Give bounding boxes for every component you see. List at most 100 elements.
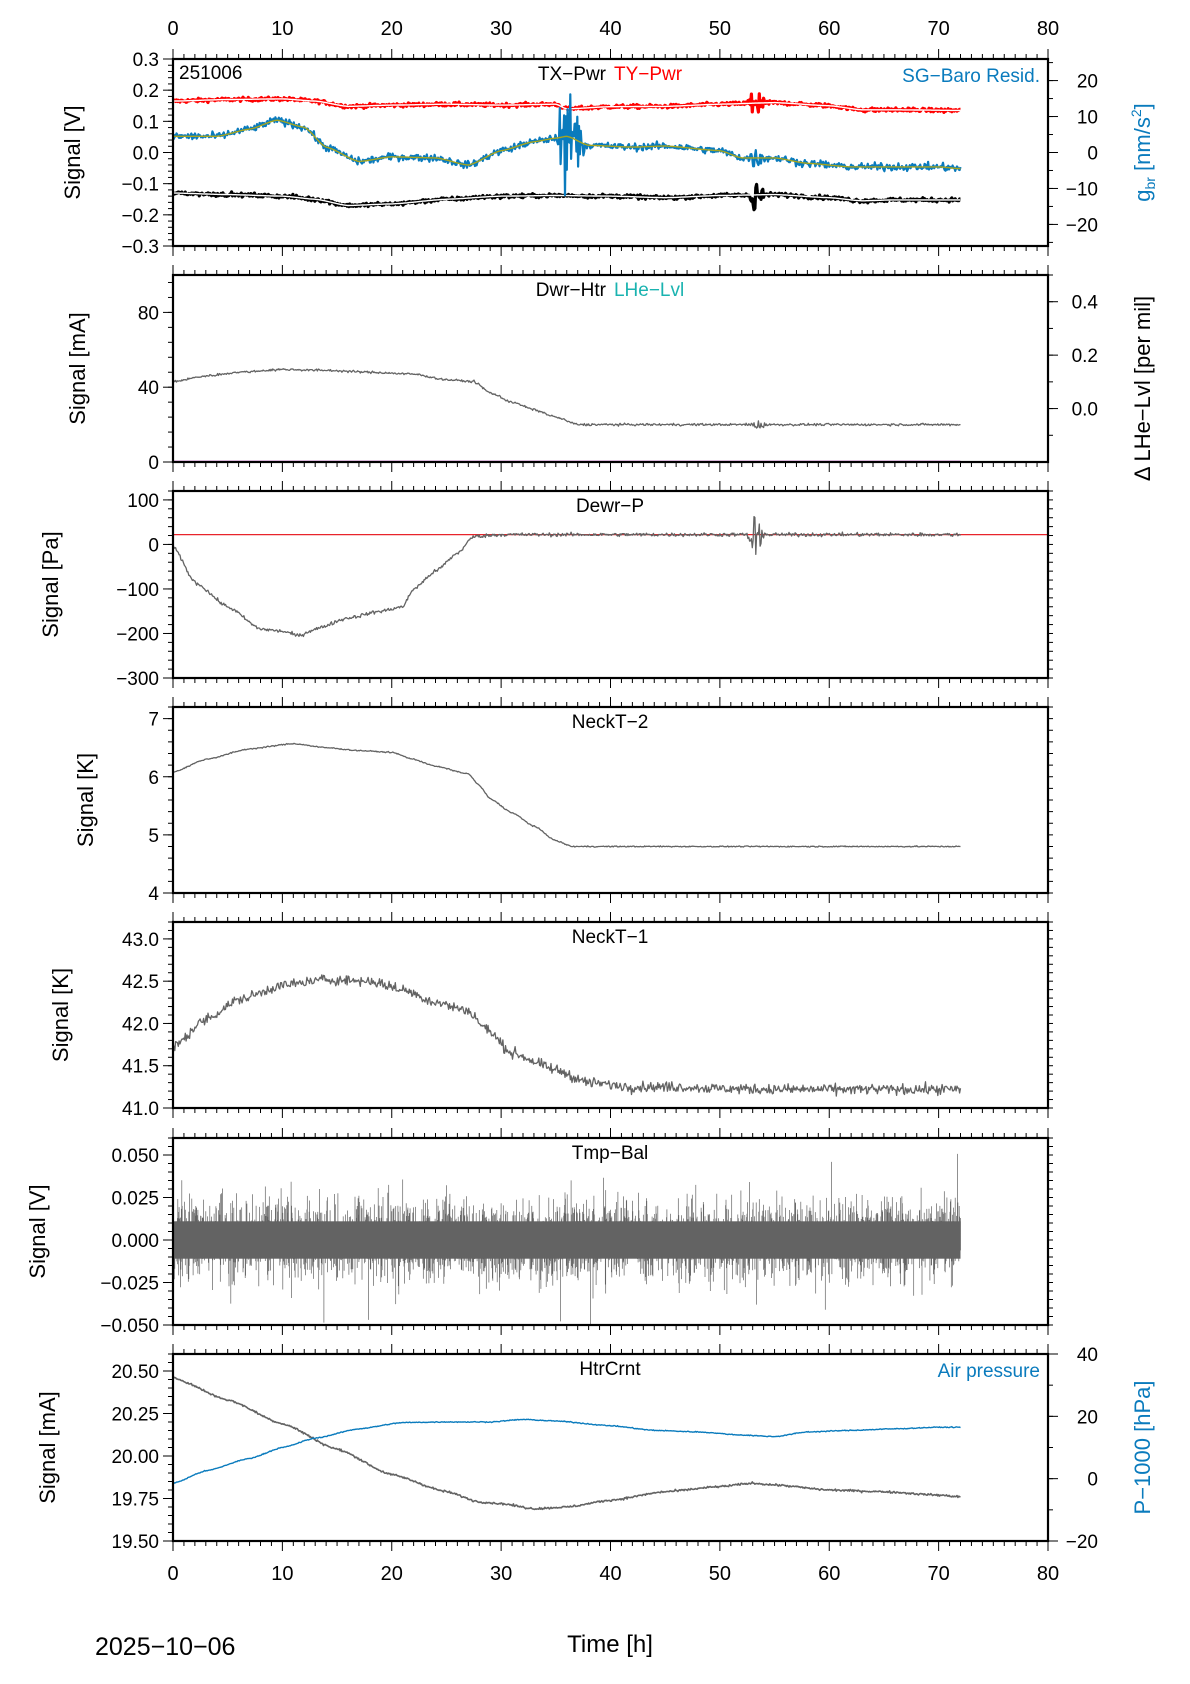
y-tick-label: 42.0 [122, 1014, 159, 1035]
plot-area [173, 742, 961, 848]
y-tick-label: 40 [138, 378, 159, 399]
series-air-pressure [173, 1418, 961, 1485]
y-tick-label: 41.0 [122, 1099, 159, 1120]
y-axis-label-right: P−1000 [hPa] [1130, 1381, 1155, 1515]
panel-p2: 80 40 0 Signal [mA] 0.4 0.2 0.0 Δ LHe−Lvl [per … [65, 265, 1155, 481]
panel-frame [171, 273, 1050, 464]
x-tick-label-top: 20 [381, 18, 403, 40]
y-tick-label: 41.5 [122, 1057, 159, 1078]
y-tick-label: 0.000 [111, 1231, 159, 1252]
x-tick-label-top: 40 [599, 18, 621, 40]
y-tick-label-right: −10 [1066, 179, 1098, 200]
panel-frame [171, 705, 1050, 895]
panel-frame [171, 1352, 1050, 1543]
legend-label: SG−Baro Resid. [902, 66, 1040, 87]
y-axis-label: Signal [mA] [65, 312, 90, 425]
y-tick-label-right: 10 [1077, 108, 1098, 129]
y-axis-label: Signal [K] [48, 968, 73, 1062]
series-sg-baro-resid--smoothed [173, 119, 961, 170]
panel-title: TX−Pwr TY−Pwr [538, 64, 683, 85]
panel-title-part: HtrCrnt [579, 1359, 641, 1380]
y-tick-label: 0.1 [133, 112, 159, 133]
y-tick-label-right: 0.0 [1072, 400, 1098, 421]
plot-area [173, 1153, 961, 1325]
top-x-axis: 0 10 20 30 40 50 60 70 80 [167, 18, 1059, 40]
y-tick-label: −0.3 [121, 237, 159, 258]
y-tick-label: 42.5 [122, 972, 159, 993]
y-axis-label: Signal [V] [60, 105, 85, 199]
series-neckt-1 [173, 974, 962, 1097]
y-tick-label-right: 20 [1077, 1407, 1098, 1428]
x-tick-label-bottom: 80 [1037, 1563, 1059, 1585]
x-axis-title: Time [h] [567, 1631, 653, 1658]
y-tick-label: 19.50 [111, 1532, 159, 1553]
x-tick-label-bottom: 60 [818, 1563, 840, 1585]
y-tick-label-right: 40 [1077, 1345, 1098, 1366]
y-axis-label: Signal [K] [73, 753, 98, 847]
series-neckt-2 [173, 742, 961, 848]
y-tick-label-right: 0.2 [1072, 346, 1098, 367]
panel-title-part: LHe−Lvl [614, 280, 684, 301]
panel-p4: 7 6 5 4 Signal [K] NeckT−2 [73, 697, 1053, 905]
panel-title: HtrCrnt [579, 1359, 641, 1380]
y-tick-label-right: 0 [1087, 144, 1098, 165]
x-tick-label-bottom: 20 [381, 1563, 403, 1585]
panels: 0.3 0.2 0.1 0.0 −0.1 −0.2 −0.3 Signal [V] 20 10 0 −… [25, 49, 1158, 1553]
series-dwr-htr [173, 368, 961, 429]
x-tick-label-top: 0 [167, 18, 178, 40]
y-tick-label: 0.3 [133, 50, 159, 71]
panel-title: Dwr−Htr LHe−Lvl [536, 280, 684, 301]
y-tick-label-right: 0.4 [1072, 293, 1099, 314]
panel-title-part: NeckT−1 [572, 927, 649, 948]
panel-frame [171, 57, 1050, 248]
panel-p5: 43.0 42.5 42.0 41.5 41.0 Signal [K] NeckT−1 [48, 912, 1053, 1120]
y-tick-label-right: −20 [1066, 215, 1098, 236]
y-tick-label-right: 20 [1077, 72, 1098, 93]
y-tick-label: 6 [148, 768, 159, 789]
panel-title: Dewr−P [576, 496, 644, 517]
panel-p7: 20.50 20.25 20.00 19.75 19.50 Signal [mA] 40 20… [35, 1344, 1155, 1553]
panel-title: Tmp−Bal [572, 1143, 649, 1164]
x-tick-label-top: 70 [928, 18, 950, 40]
y-tick-label: 80 [138, 303, 159, 324]
panel-title: NeckT−1 [572, 927, 649, 948]
x-tick-label-bottom: 40 [599, 1563, 621, 1585]
x-tick-label-top: 10 [271, 18, 293, 40]
x-tick-label-top: 30 [490, 18, 512, 40]
y-tick-label: 7 [148, 710, 159, 731]
plot-area [173, 1376, 961, 1511]
y-tick-label: −200 [116, 624, 159, 645]
y-axis-label: Signal [V] [25, 1184, 50, 1278]
y-tick-label: 0.2 [133, 81, 159, 102]
y-tick-label: 0.0 [133, 144, 159, 165]
panel-title-part: Dwr−Htr [536, 280, 607, 301]
y-tick-label: 5 [148, 826, 159, 847]
x-tick-label-bottom: 30 [490, 1563, 512, 1585]
y-tick-label: 20.50 [111, 1362, 159, 1383]
x-tick-label-top: 80 [1037, 18, 1059, 40]
y-tick-label: 20.25 [111, 1405, 159, 1426]
panel-title-part: Dewr−P [576, 496, 644, 517]
panel-frame [171, 489, 1050, 680]
date-label: 2025−10−06 [95, 1633, 235, 1661]
y-tick-label: −0.025 [100, 1274, 159, 1295]
y-axis-label-right: gbr [nm/s2] [1128, 103, 1158, 202]
panel-p1: 0.3 0.2 0.1 0.0 −0.1 −0.2 −0.3 Signal [V] 20 10 0 −… [60, 49, 1158, 258]
y-tick-label: 43.0 [122, 930, 159, 951]
panel-title-part: Tmp−Bal [572, 1143, 649, 1164]
y-tick-label: −0.2 [121, 206, 159, 227]
y-tick-label: 0.050 [111, 1146, 159, 1167]
x-tick-label-top: 50 [709, 18, 731, 40]
y-tick-label: −0.1 [121, 175, 159, 196]
series-tx-pwr-mean [173, 192, 961, 207]
x-tick-label-bottom: 10 [271, 1563, 293, 1585]
y-tick-label: 20.00 [111, 1447, 159, 1468]
panel-p6: 0.050 0.025 0.000 −0.025 −0.050 Signal [V] Tmp… [25, 1128, 1053, 1337]
series-htrcrnt [173, 1376, 961, 1511]
y-tick-label: 4 [148, 884, 159, 905]
panel-title: NeckT−2 [572, 712, 649, 733]
plot-area [173, 515, 1048, 638]
panel-title-part: NeckT−2 [572, 712, 649, 733]
panel-p3: 100 0 −100 −200 −300 Signal [Pa] Dewr−P [38, 481, 1053, 690]
